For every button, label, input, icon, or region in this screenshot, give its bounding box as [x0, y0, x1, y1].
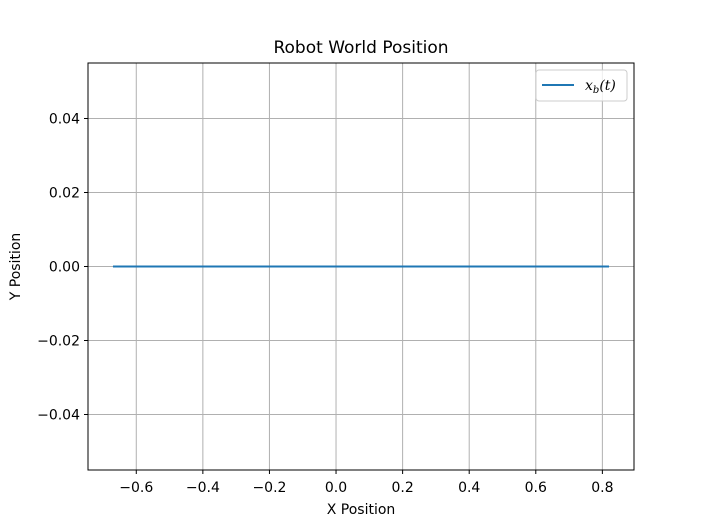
legend-label-rest: (t): [599, 78, 616, 94]
y-tick-label: −0.02: [37, 334, 80, 350]
x-axis-label: X Position: [327, 502, 396, 518]
legend-box: [535, 69, 628, 102]
x-axis: −0.6 −0.4 −0.2 0.0 0.2 0.4 0.6 0.8: [119, 470, 614, 496]
x-tick-label: 0.2: [391, 480, 413, 496]
legend-label-main: x: [585, 78, 593, 94]
chart-title: Robot World Position: [273, 38, 448, 58]
x-tick-label: −0.4: [186, 480, 220, 496]
legend-label-subscript: b: [593, 85, 599, 96]
y-axis: −0.04 −0.02 0.00 0.02 0.04: [37, 112, 88, 424]
x-tick-label: 0.6: [525, 480, 547, 496]
x-tick-label: −0.2: [252, 480, 286, 496]
y-tick-label: 0.04: [49, 112, 80, 128]
x-tick-label: 0.0: [325, 480, 347, 496]
y-axis-label: Y Position: [8, 233, 24, 302]
legend: xb(t): [535, 69, 628, 102]
y-tick-label: 0.00: [49, 260, 80, 276]
y-tick-label: −0.04: [37, 408, 80, 424]
x-tick-label: −0.6: [119, 480, 153, 496]
x-tick-label: 0.4: [458, 480, 480, 496]
x-tick-label: 0.8: [591, 480, 613, 496]
legend-entry-label: xb(t): [585, 78, 616, 96]
y-tick-label: 0.02: [49, 186, 80, 202]
